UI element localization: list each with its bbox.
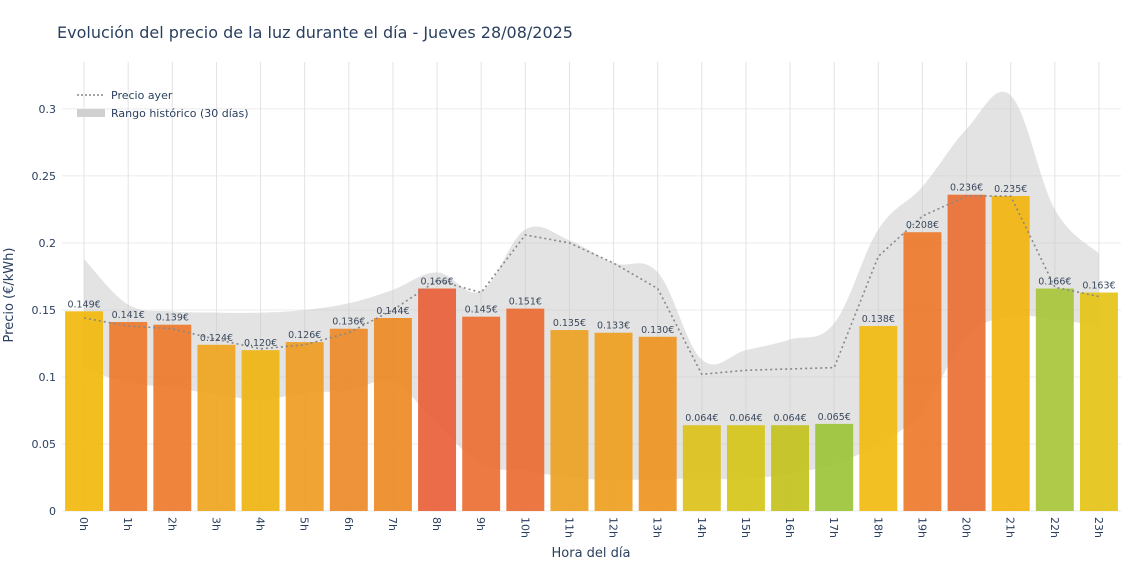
x-tick-label: 19h [915, 517, 928, 538]
bar-labels: 0.149€ 0.141€ 0.139€ 0.124€ 0.120€ 0.126€ 0.13… [67, 183, 1115, 425]
x-tick-label: 18h [871, 517, 884, 538]
bar [109, 322, 148, 511]
y-axis: 0 0.05 0.1 0.15 0.2 0.25 0.3 [32, 103, 57, 518]
x-axis-title: Hora del día [552, 546, 631, 561]
bar-value-label: 0.208€ [906, 220, 939, 231]
bar [285, 342, 324, 511]
x-tick-label: 5h [298, 517, 311, 531]
x-tick-label: 8h [430, 517, 443, 531]
x-tick-label: 16h [783, 517, 796, 538]
bar [771, 425, 810, 511]
x-tick-label: 14h [695, 517, 708, 538]
bar [859, 326, 898, 511]
bar-value-label: 0.166€ [420, 277, 453, 288]
bar [197, 344, 236, 511]
bar-value-label: 0.139€ [156, 313, 189, 324]
bar [418, 288, 457, 511]
x-tick-label: 10h [518, 517, 531, 538]
bar [550, 330, 589, 511]
bar-value-label: 0.149€ [67, 299, 100, 310]
bar-value-label: 0.064€ [773, 413, 806, 424]
y-tick-label: 0.25 [32, 170, 57, 183]
bar-value-label: 0.065€ [818, 412, 851, 423]
historical-range-area [84, 91, 1099, 481]
x-tick-label: 15h [739, 517, 752, 538]
bar-value-label: 0.064€ [729, 413, 762, 424]
bar-value-label: 0.163€ [1082, 281, 1115, 292]
precio-ayer-line [83, 195, 1100, 376]
bar [903, 232, 942, 512]
bar-value-label: 0.144€ [376, 306, 409, 317]
bar-value-label: 0.141€ [112, 310, 145, 321]
x-tick-label: 17h [827, 517, 840, 538]
x-tick-label: 9h [474, 517, 487, 531]
x-tick-label: 11h [562, 517, 575, 538]
bar [1035, 288, 1074, 511]
bar [241, 350, 280, 511]
x-tick-label: 6h [342, 517, 355, 531]
x-tick-label: 22h [1048, 517, 1061, 538]
legend-item-precio-ayer: Precio ayer [111, 89, 173, 102]
bar-value-label: 0.136€ [332, 317, 365, 328]
bar [373, 317, 412, 511]
y-tick-label: 0.1 [39, 371, 57, 384]
bar-value-label: 0.166€ [1038, 277, 1071, 288]
x-tick-label: 13h [651, 517, 664, 538]
y-tick-label: 0 [49, 505, 56, 518]
bar-value-label: 0.124€ [200, 333, 233, 344]
bar-value-label: 0.145€ [465, 305, 498, 316]
bar [462, 316, 501, 511]
bar [329, 328, 368, 511]
x-axis: 0h 1h 2h 3h 4h 5h 6h 7h 8h 9h 10h 11h 12h 13h 14h 15h 16… [77, 517, 1105, 538]
yesterday-line [83, 195, 1100, 376]
bar-value-label: 0.135€ [553, 318, 586, 329]
x-tick-label: 23h [1092, 517, 1105, 538]
bar-value-label: 0.235€ [994, 184, 1027, 195]
x-tick-label: 2h [165, 517, 178, 531]
x-tick-label: 4h [254, 517, 267, 531]
historical-range-band [84, 91, 1099, 481]
y-tick-label: 0.15 [32, 304, 57, 317]
bar-value-label: 0.236€ [950, 183, 983, 194]
x-tick-label: 21h [1004, 517, 1017, 538]
legend: Precio ayer Rango histórico (30 días) [77, 89, 249, 120]
bar [594, 332, 633, 511]
bar-value-label: 0.130€ [641, 325, 674, 336]
bar-value-label: 0.064€ [685, 413, 718, 424]
y-tick-label: 0.3 [39, 103, 57, 116]
y-tick-label: 0.05 [32, 438, 57, 451]
y-tick-label: 0.2 [39, 237, 57, 250]
x-tick-label: 1h [121, 517, 134, 531]
legend-item-rango-historico: Rango histórico (30 días) [111, 107, 249, 120]
bar [65, 311, 104, 511]
bar [153, 324, 192, 511]
bar [506, 308, 545, 511]
x-tick-label: 3h [209, 517, 222, 531]
bar-value-label: 0.120€ [244, 338, 277, 349]
chart-title: Evolución del precio de la luz durante e… [57, 23, 573, 42]
bar-value-label: 0.151€ [509, 297, 542, 308]
y-axis-title: Precio (€/kWh) [2, 248, 17, 343]
bar [947, 194, 986, 511]
bar [726, 425, 765, 511]
x-tick-label: 20h [960, 517, 973, 538]
bar [991, 196, 1030, 511]
x-tick-label: 0h [77, 517, 90, 531]
x-tick-label: 7h [386, 517, 399, 531]
bar [815, 423, 854, 511]
bar-value-label: 0.133€ [597, 321, 630, 332]
bar [1079, 292, 1118, 511]
bar [682, 425, 721, 511]
bar [638, 336, 677, 511]
bar-value-label: 0.138€ [862, 314, 895, 325]
x-tick-label: 12h [607, 517, 620, 538]
bar-value-label: 0.126€ [288, 330, 321, 341]
bars [65, 194, 1118, 512]
